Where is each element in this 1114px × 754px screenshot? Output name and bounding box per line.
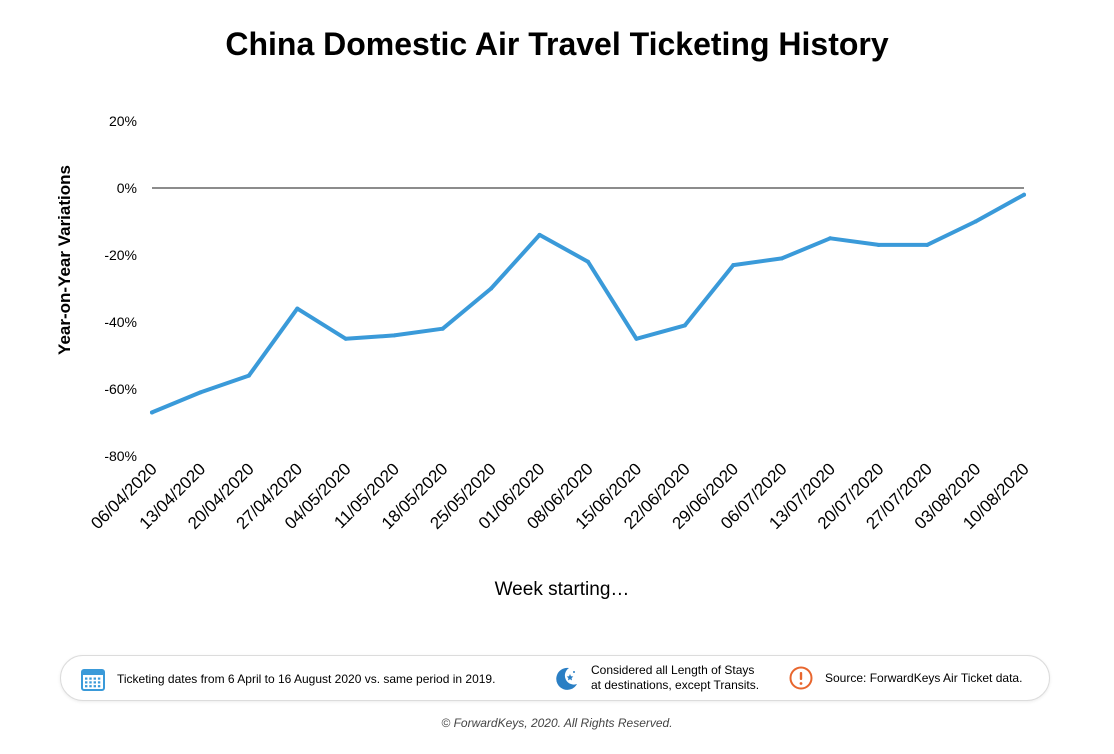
y-tick-label: 20% <box>109 113 137 129</box>
data-point <box>343 336 348 341</box>
footer-notes: Ticketing dates from 6 April to 16 Augus… <box>60 655 1050 701</box>
data-point <box>392 333 397 338</box>
series-line <box>150 192 1026 415</box>
data-point <box>295 306 300 311</box>
y-tick-label: -20% <box>104 247 137 263</box>
alert-icon <box>789 666 813 690</box>
y-tick-label: -40% <box>104 314 137 330</box>
x-axis-label: Week starting… <box>495 579 630 600</box>
data-point <box>925 242 930 247</box>
data-point <box>634 336 639 341</box>
data-point <box>586 259 590 264</box>
y-tick-label: -80% <box>104 448 137 464</box>
data-point <box>779 256 784 261</box>
series-points <box>150 192 1026 415</box>
data-point <box>440 326 445 331</box>
data-point <box>731 263 736 268</box>
footer-note-source-text: Source: ForwardKeys Air Ticket data. <box>825 670 1023 685</box>
moon-stars-icon <box>556 667 577 690</box>
footer-note-stays-line1: Considered all Length of Stays <box>591 663 755 677</box>
y-axis-label: Year-on-Year Variations <box>55 165 74 355</box>
data-point <box>1022 192 1026 197</box>
y-tick-label: -60% <box>104 381 137 397</box>
y-tick-label: 0% <box>117 180 137 196</box>
data-point <box>198 390 203 395</box>
data-point <box>682 323 687 328</box>
data-point <box>537 232 542 237</box>
chart-title: China Domestic Air Travel Ticketing Hist… <box>225 26 889 62</box>
footer-note-stays: Considered all Length of Stays at destin… <box>553 663 759 693</box>
footer-note-dates: Ticketing dates from 6 April to 16 Augus… <box>81 667 495 691</box>
footer-note-source: Source: ForwardKeys Air Ticket data. <box>789 666 1022 690</box>
data-point <box>150 410 154 415</box>
calendar-icon <box>81 669 105 691</box>
footer-note-stays-line2: at destinations, except Transits. <box>591 678 760 692</box>
copyright: © ForwardKeys, 2020. All Rights Reserved… <box>441 716 673 730</box>
footer-note-dates-text: Ticketing dates from 6 April to 16 Augus… <box>117 671 496 686</box>
y-axis-ticks: 20% 0% -20% -40% -60% -80% <box>104 113 137 464</box>
line-chart: 20% 0% -20% -40% -60% -80% 06/04/202013/04/20… <box>55 113 1033 600</box>
data-point <box>246 373 251 378</box>
data-point <box>876 242 881 247</box>
data-point <box>489 286 494 291</box>
data-point <box>828 236 833 241</box>
x-axis-ticks: 06/04/202013/04/202020/04/202027/04/2020… <box>87 459 1033 533</box>
data-point <box>973 219 978 224</box>
